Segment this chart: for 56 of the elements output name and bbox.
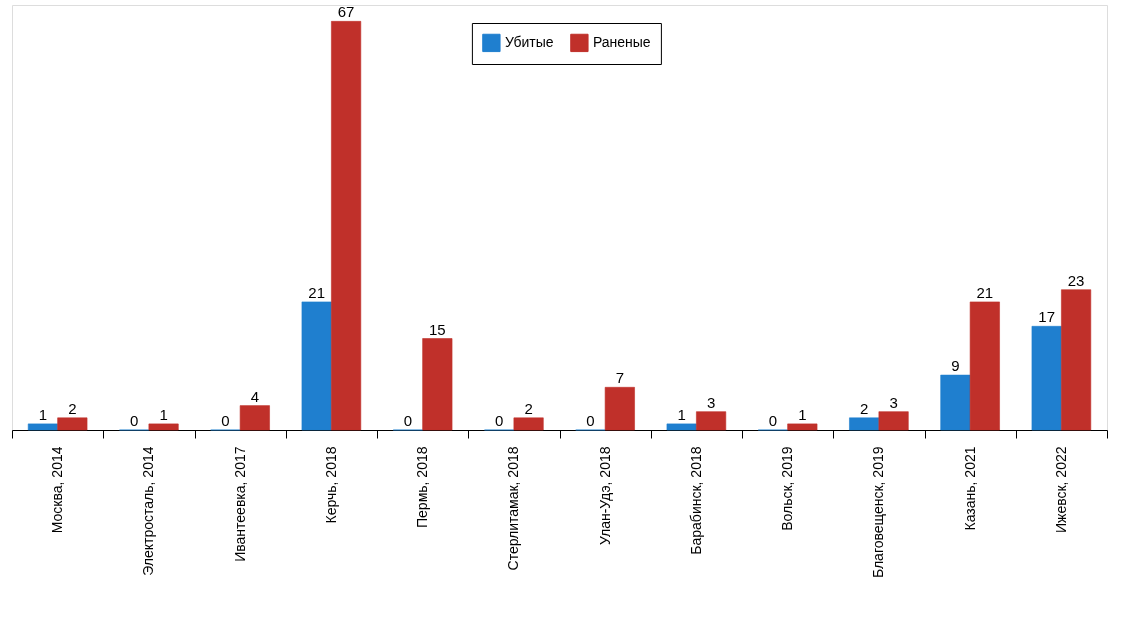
data-label: 3	[706, 393, 716, 411]
bar	[57, 417, 88, 431]
bar	[27, 423, 58, 431]
x-tick-label: Благовещенск, 2019	[870, 446, 887, 579]
data-label: 21	[976, 283, 994, 301]
bar	[239, 405, 270, 431]
x-tick-label: Керчь, 2018	[322, 446, 339, 524]
data-label: 2	[524, 399, 533, 417]
x-tick-label: Барабинск, 2018	[687, 446, 704, 555]
data-label: 0	[494, 412, 504, 429]
data-label: 1	[38, 405, 48, 423]
data-label: 4	[250, 387, 260, 405]
bar	[878, 411, 909, 431]
bar	[513, 417, 544, 431]
bar	[604, 387, 635, 431]
x-tick-label: Улан-Удэ, 2018	[596, 446, 613, 545]
data-label: 2	[68, 399, 77, 417]
data-label: 21	[308, 283, 325, 301]
bar	[969, 301, 1000, 431]
bar	[696, 411, 727, 431]
x-tick-label: Казань, 2021	[961, 446, 978, 531]
bar	[940, 374, 971, 431]
data-label: 0	[586, 412, 595, 429]
bar	[331, 21, 362, 431]
data-label: 9	[951, 357, 960, 375]
x-tick-label: Стерлитамак, 2018	[505, 446, 522, 571]
data-label: 1	[798, 405, 807, 423]
legend-label: Раненые	[592, 33, 651, 50]
bar	[1031, 326, 1062, 431]
bar	[849, 417, 880, 431]
data-label: 15	[429, 320, 446, 338]
data-label: 0	[768, 412, 778, 429]
data-label: 67	[337, 3, 355, 21]
x-tick-label: Пермь, 2018	[414, 446, 431, 528]
data-label: 2	[859, 399, 869, 417]
bar	[666, 423, 697, 431]
data-label: 7	[615, 369, 625, 387]
x-tick-label: Ивантеевка, 2017	[231, 446, 248, 562]
bar	[422, 338, 453, 431]
bar	[148, 423, 179, 431]
data-label: 0	[221, 412, 230, 429]
bar	[787, 423, 818, 431]
data-label: 17	[1038, 308, 1055, 326]
bar	[1061, 289, 1092, 431]
x-tick-label: Электросталь, 2014	[140, 446, 157, 576]
legend-label: Убитые	[504, 33, 554, 50]
x-tick-label: Москва, 2014	[49, 446, 66, 534]
data-label: 3	[889, 393, 898, 411]
bar	[301, 301, 332, 431]
x-tick-label: Вольск, 2019	[779, 446, 796, 531]
data-label: 0	[129, 412, 139, 429]
x-tick-label: Ижевск, 2022	[1052, 446, 1069, 534]
data-label: 1	[677, 405, 686, 423]
data-label: 0	[403, 412, 413, 429]
data-label: 1	[159, 405, 168, 423]
data-label: 23	[1067, 271, 1085, 289]
